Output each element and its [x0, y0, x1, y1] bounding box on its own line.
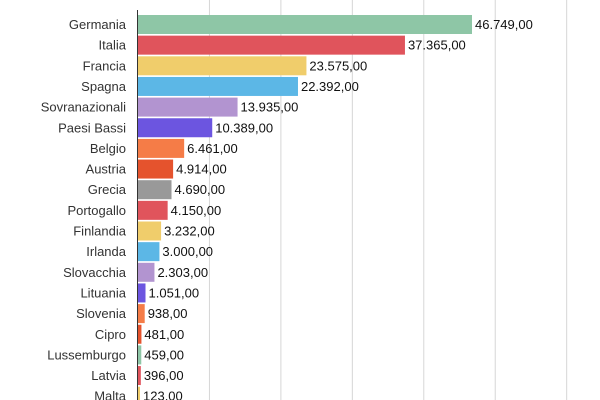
bar	[138, 76, 298, 96]
bar	[138, 242, 160, 262]
category-label: Slovacchia	[63, 265, 127, 280]
bar	[138, 138, 185, 158]
value-label: 4.690,00	[175, 182, 226, 197]
bar	[138, 262, 155, 282]
category-label: Italia	[99, 38, 127, 53]
value-label: 13.935,00	[241, 100, 299, 115]
category-label: Sovranazionali	[41, 100, 126, 115]
category-label: Paesi Bassi	[58, 120, 126, 135]
bar	[138, 324, 142, 344]
value-label: 22.392,00	[301, 79, 359, 94]
bar	[138, 159, 174, 179]
category-label: Malta	[94, 389, 127, 400]
value-label: 396,00	[144, 368, 184, 383]
category-label: Latvia	[91, 368, 126, 383]
category-label: Belgio	[90, 141, 126, 156]
value-label: 1.051,00	[149, 285, 200, 300]
category-label: Slovenia	[76, 306, 127, 321]
category-label: Cipro	[95, 327, 126, 342]
bar	[138, 200, 168, 220]
bar	[138, 366, 141, 386]
bars	[138, 15, 472, 400]
value-label: 46.749,00	[475, 17, 533, 32]
value-label: 2.303,00	[157, 265, 208, 280]
value-label: 10.389,00	[215, 120, 273, 135]
bar	[138, 118, 213, 138]
value-label: 123,00	[143, 389, 183, 400]
bar	[138, 283, 146, 303]
value-label: 37.365,00	[408, 38, 466, 53]
bar	[138, 304, 145, 324]
bar	[138, 386, 140, 400]
value-label: 6.461,00	[187, 141, 238, 156]
value-label: 3.000,00	[162, 244, 213, 259]
value-label: 23.575,00	[309, 58, 367, 73]
value-label: 459,00	[144, 347, 184, 362]
value-label: 938,00	[148, 306, 188, 321]
category-label: Finlandia	[73, 224, 127, 239]
bar	[138, 97, 238, 117]
bar	[138, 56, 307, 76]
category-label: Germania	[69, 17, 127, 32]
bar	[138, 15, 472, 34]
category-label: Grecia	[88, 182, 127, 197]
value-label: 481,00	[144, 327, 184, 342]
category-label: Irlanda	[86, 244, 127, 259]
category-label: Spagna	[81, 79, 127, 94]
category-label: Portogallo	[67, 203, 126, 218]
category-label: Lussemburgo	[47, 347, 126, 362]
category-label: Lituania	[80, 285, 126, 300]
labels: Germania 46.749,00 Italia 37.365,00 Francia 2…	[41, 17, 533, 400]
value-label: 4.150,00	[171, 203, 222, 218]
bar	[138, 35, 405, 55]
bar	[138, 345, 142, 365]
bar	[138, 180, 172, 200]
category-label: Francia	[83, 58, 127, 73]
category-label: Austria	[86, 162, 127, 177]
bar	[138, 221, 162, 241]
value-label: 4.914,00	[176, 162, 227, 177]
value-label: 3.232,00	[164, 224, 215, 239]
